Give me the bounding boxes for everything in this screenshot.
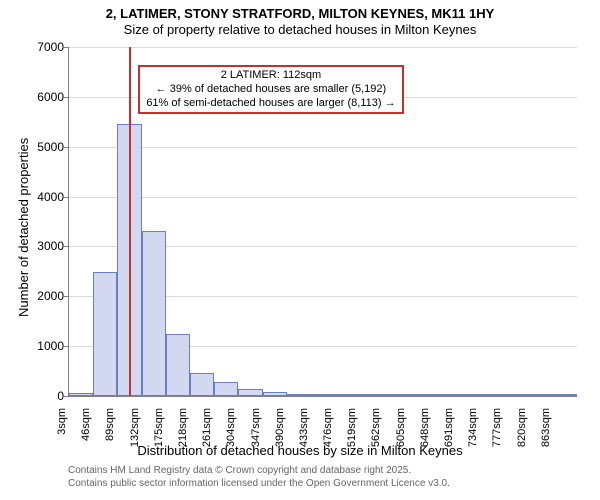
x-tick-label: 433sqm (298, 408, 310, 447)
callout-line2: ← 39% of detached houses are smaller (5,… (156, 83, 387, 95)
x-tick-label: 347sqm (250, 408, 262, 447)
histogram-bar (214, 382, 238, 396)
x-tick-label: 605sqm (395, 408, 407, 447)
x-tick-label: 777sqm (491, 408, 503, 447)
grid-line (69, 47, 577, 48)
x-tick-label: 46sqm (80, 408, 92, 441)
histogram-bar (238, 389, 262, 396)
reference-line (129, 47, 131, 396)
histogram-bar (359, 394, 383, 396)
histogram-bar (408, 394, 432, 396)
x-tick-label: 648sqm (419, 408, 431, 447)
histogram-bar (480, 394, 504, 396)
callout-box: 2 LATIMER: 112sqm ← 39% of detached house… (138, 65, 403, 114)
y-tick-label: 7000 (24, 40, 64, 54)
histogram-bar (456, 394, 480, 396)
x-tick-label: 734sqm (467, 408, 479, 447)
x-tick-label: 476sqm (322, 408, 334, 447)
callout-line1: 2 LATIMER: 112sqm (221, 69, 321, 81)
histogram-bar (190, 373, 214, 396)
y-tick-mark (63, 47, 68, 48)
x-tick-label: 218sqm (177, 408, 189, 447)
x-tick-label: 863sqm (540, 408, 552, 447)
histogram-bar (142, 231, 166, 396)
x-tick-label: 261sqm (201, 408, 213, 447)
y-tick-label: 0 (24, 389, 64, 403)
x-tick-label: 691sqm (443, 408, 455, 447)
y-tick-label: 3000 (24, 239, 64, 253)
attribution: Contains HM Land Registry data © Crown c… (68, 464, 450, 490)
title-line2: Size of property relative to detached ho… (124, 22, 477, 37)
histogram-bar (93, 272, 117, 396)
chart-title: 2, LATIMER, STONY STRATFORD, MILTON KEYN… (0, 6, 600, 39)
y-tick-label: 1000 (24, 339, 64, 353)
x-tick-label: 519sqm (346, 408, 358, 447)
y-tick-mark (63, 346, 68, 347)
histogram-bar (529, 394, 553, 396)
histogram-bar (69, 393, 93, 396)
histogram-bar (383, 394, 407, 396)
histogram-bar (432, 394, 456, 396)
y-tick-label: 5000 (24, 140, 64, 154)
x-tick-label: 132sqm (129, 408, 141, 447)
plot-area: 2 LATIMER: 112sqm ← 39% of detached house… (68, 47, 577, 397)
y-tick-label: 4000 (24, 190, 64, 204)
chart-container: 2, LATIMER, STONY STRATFORD, MILTON KEYN… (0, 0, 600, 500)
title-line1: 2, LATIMER, STONY STRATFORD, MILTON KEYN… (106, 6, 495, 21)
grid-line (69, 197, 577, 198)
x-tick-label: 390sqm (274, 408, 286, 447)
x-tick-label: 304sqm (225, 408, 237, 447)
grid-line (69, 147, 577, 148)
x-axis-label: Distribution of detached houses by size … (0, 443, 600, 458)
histogram-bar (553, 394, 577, 396)
y-tick-mark (63, 396, 68, 397)
histogram-bar (311, 394, 335, 396)
histogram-bar (287, 394, 311, 396)
y-tick-mark (63, 147, 68, 148)
y-tick-label: 2000 (24, 289, 64, 303)
x-tick-label: 820sqm (516, 408, 528, 447)
histogram-bar (335, 394, 359, 396)
y-tick-mark (63, 246, 68, 247)
x-tick-label: 3sqm (56, 408, 68, 435)
y-tick-mark (63, 97, 68, 98)
callout-line3: 61% of semi-detached houses are larger (… (146, 97, 395, 109)
x-tick-label: 89sqm (104, 408, 116, 441)
y-tick-mark (63, 296, 68, 297)
histogram-bar (263, 392, 287, 396)
attribution-line1: Contains HM Land Registry data © Crown c… (68, 465, 411, 476)
x-tick-label: 562sqm (370, 408, 382, 447)
histogram-bar (504, 394, 528, 396)
histogram-bar (166, 334, 190, 396)
y-tick-mark (63, 197, 68, 198)
attribution-line2: Contains public sector information licen… (68, 478, 450, 489)
x-tick-label: 175sqm (153, 408, 165, 447)
y-tick-label: 6000 (24, 90, 64, 104)
